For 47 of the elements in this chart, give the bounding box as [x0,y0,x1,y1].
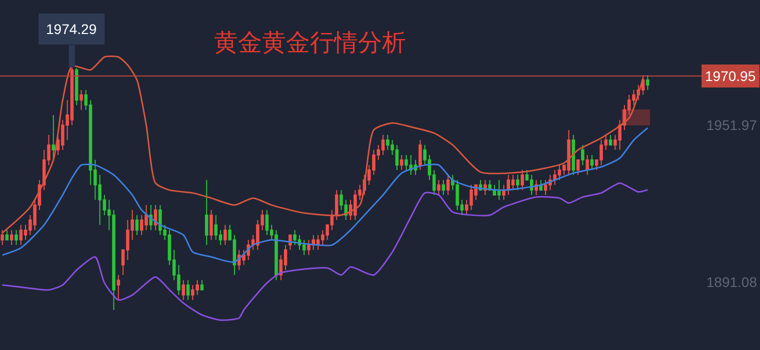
candlestick [646,74,650,91]
line-series [2,56,644,234]
candlestick [116,274,120,300]
candlestick [5,230,9,240]
candlestick [586,154,589,176]
candlestick [381,134,385,156]
candlestick [186,280,190,300]
candlestick [307,239,310,256]
candlestick [154,204,158,231]
candlestick [302,239,306,256]
ref-line-label: 1970.95 [705,68,756,84]
candlestick [265,209,269,236]
candlestick [52,114,56,160]
candlestick [135,214,139,236]
candlestick [442,180,446,196]
candlestick [497,180,501,200]
candlestick [590,154,594,170]
candlestick [14,230,18,246]
line-series [2,182,648,321]
candlestick [19,224,23,246]
candlestick [511,174,515,191]
candlestick [210,209,213,240]
candlestick [608,134,612,146]
y-tick-label: 1891.08 [706,274,758,290]
candlestick [10,230,14,246]
candlestick [182,280,186,300]
candlestick [418,140,422,170]
text: 黄金黄金行情分析 [214,28,406,56]
candlestick [200,280,204,290]
candlestick [576,159,580,176]
candlestick [516,174,520,191]
candlestick [502,184,506,200]
annotation: 1974.29 [46,21,97,37]
candlestick [224,224,227,246]
y-tick-label: 1951.97 [706,116,758,133]
candlestick [204,180,208,246]
candlestick [74,68,78,106]
candlestick [400,154,404,170]
candlestick [80,90,83,110]
candlestick [506,174,510,196]
candlestick [334,190,338,221]
candlestick [437,180,440,196]
candlestick [581,144,584,166]
candlestick [520,169,524,191]
line-series [2,127,648,263]
candlestick [446,174,450,196]
candlestick [0,230,4,246]
